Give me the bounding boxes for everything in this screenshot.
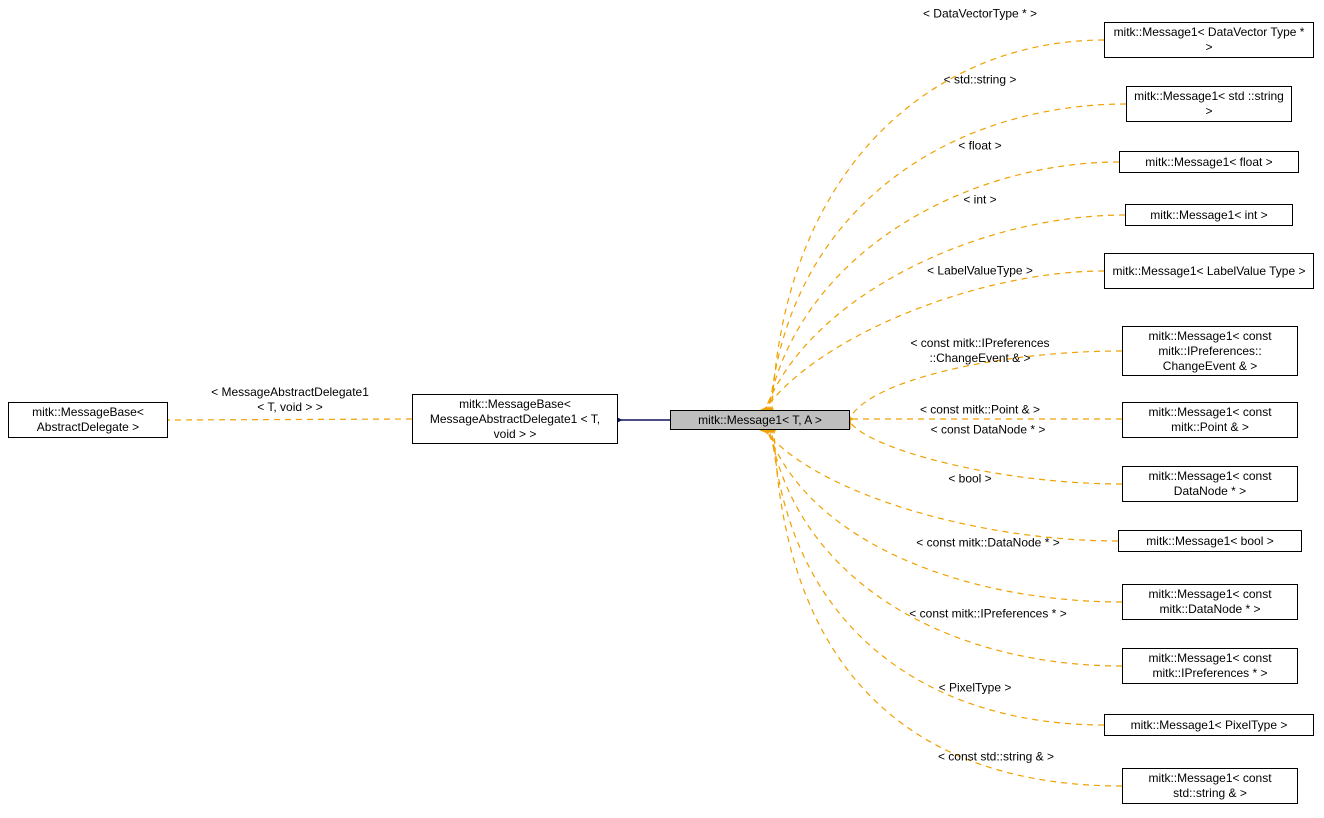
template-edge-9 bbox=[766, 432, 1118, 541]
edge-label-1: < DataVectorType * > bbox=[923, 7, 1037, 22]
class-node-n_r5[interactable]: mitk::Message1< LabelValue Type > bbox=[1104, 253, 1314, 289]
edge-label-5: < LabelValueType > bbox=[927, 264, 1033, 279]
edge-label-3: < float > bbox=[958, 139, 1001, 154]
class-node-n_r13[interactable]: mitk::Message1< const std::string & > bbox=[1122, 768, 1298, 804]
edge-label-6: < const mitk::IPreferences ::ChangeEvent… bbox=[910, 336, 1049, 366]
edge-label-9: < bool > bbox=[948, 472, 991, 487]
edge-label-8: < const DataNode * > bbox=[931, 423, 1046, 438]
class-node-n_focal[interactable]: mitk::Message1< T, A > bbox=[670, 410, 850, 430]
edge-label-4: < int > bbox=[963, 193, 996, 208]
class-node-n_r10[interactable]: mitk::Message1< const mitk::DataNode * > bbox=[1122, 584, 1298, 620]
template-edge-4 bbox=[766, 215, 1125, 408]
class-node-n_mid[interactable]: mitk::MessageBase< MessageAbstractDelega… bbox=[412, 394, 618, 444]
class-node-n_r1[interactable]: mitk::Message1< DataVector Type * > bbox=[1104, 22, 1314, 58]
edge-label-11: < const mitk::IPreferences * > bbox=[909, 607, 1066, 622]
class-node-n_r3[interactable]: mitk::Message1< float > bbox=[1119, 151, 1299, 173]
class-node-n_r7[interactable]: mitk::Message1< const mitk::Point & > bbox=[1122, 402, 1298, 438]
class-node-n_left[interactable]: mitk::MessageBase< AbstractDelegate > bbox=[8, 402, 168, 438]
edge-label-10: < const mitk::DataNode * > bbox=[916, 536, 1059, 551]
class-node-n_r9[interactable]: mitk::Message1< bool > bbox=[1118, 530, 1302, 552]
class-node-n_r4[interactable]: mitk::Message1< int > bbox=[1125, 204, 1293, 226]
class-node-n_r8[interactable]: mitk::Message1< const DataNode * > bbox=[1122, 466, 1298, 502]
class-node-n_r11[interactable]: mitk::Message1< const mitk::IPreferences… bbox=[1122, 648, 1298, 684]
edge-label-12: < PixelType > bbox=[939, 681, 1012, 696]
class-node-n_r12[interactable]: mitk::Message1< PixelType > bbox=[1104, 714, 1314, 736]
class-node-n_r2[interactable]: mitk::Message1< std ::string > bbox=[1126, 86, 1292, 122]
edge-label-0: < MessageAbstractDelegate1 < T, void > > bbox=[211, 385, 369, 415]
edge-label-2: < std::string > bbox=[944, 73, 1017, 88]
template-edge-10 bbox=[768, 432, 1122, 602]
edge-label-7: < const mitk::Point & > bbox=[920, 403, 1040, 418]
edge-label-13: < const std::string & > bbox=[938, 750, 1054, 765]
class-node-n_r6[interactable]: mitk::Message1< const mitk::IPreferences… bbox=[1122, 326, 1298, 376]
template-edge-0 bbox=[168, 419, 412, 420]
